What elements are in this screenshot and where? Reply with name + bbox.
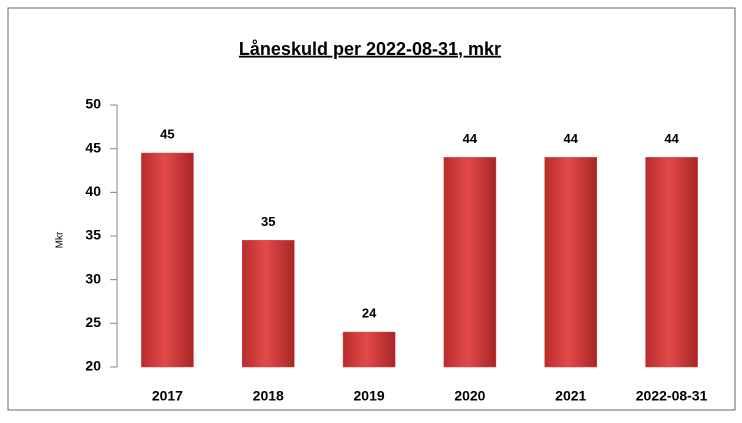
y-axis-label: Mkr <box>55 231 66 248</box>
value-label: 35 <box>261 214 275 229</box>
chart-title: Låneskuld per 2022-08-31, mkr <box>239 39 501 59</box>
y-tick-label: 30 <box>85 270 101 286</box>
value-label: 44 <box>463 131 478 146</box>
value-label: 44 <box>664 131 679 146</box>
x-tick-label: 2020 <box>454 388 485 404</box>
bar <box>342 331 396 368</box>
bar <box>443 157 497 368</box>
x-tick-label: 2021 <box>555 388 586 404</box>
y-tick-label: 50 <box>85 96 101 112</box>
bar <box>544 157 597 368</box>
value-label: 45 <box>160 126 174 141</box>
bar <box>242 240 295 368</box>
y-tick-label: 35 <box>85 227 101 243</box>
x-tick-label: 2019 <box>354 388 385 404</box>
y-tick-label: 20 <box>85 358 101 374</box>
y-tick-label: 40 <box>85 183 101 199</box>
y-tick-label: 45 <box>85 139 101 155</box>
value-label: 44 <box>564 131 579 146</box>
x-tick-label: 2018 <box>253 388 284 404</box>
x-tick-label: 2017 <box>152 388 183 404</box>
y-tick-label: 25 <box>85 314 101 330</box>
x-tick-label: 2022-08-31 <box>636 388 708 404</box>
value-label: 24 <box>362 306 377 321</box>
bar <box>141 152 194 368</box>
bar <box>645 157 698 368</box>
